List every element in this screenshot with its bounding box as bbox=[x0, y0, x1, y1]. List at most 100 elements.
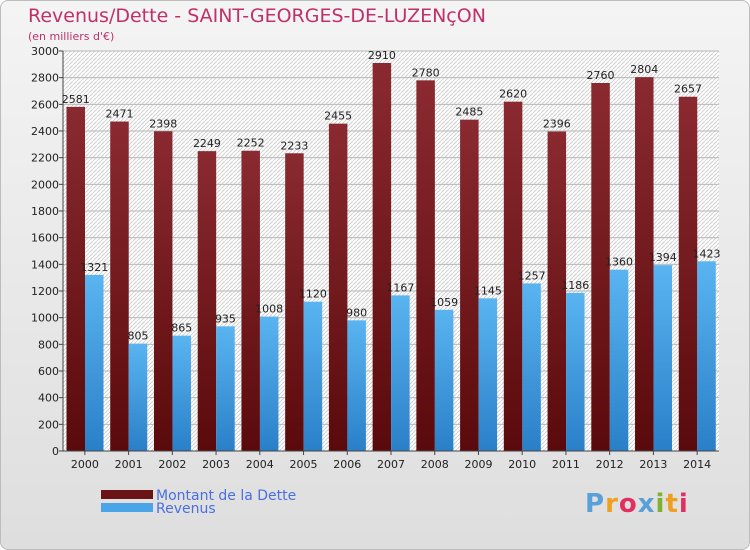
revenue-bar bbox=[434, 309, 454, 451]
revenue-bar bbox=[697, 261, 716, 451]
revenue-value-label: 805 bbox=[127, 330, 148, 343]
revenue-bar bbox=[303, 301, 323, 451]
debt-bar bbox=[241, 150, 260, 451]
x-tick-label: 2010 bbox=[508, 458, 536, 471]
legend-swatch-debt bbox=[101, 490, 153, 499]
debt-bar bbox=[110, 121, 129, 452]
logo-letter: P bbox=[585, 489, 606, 519]
x-tick-label: 2000 bbox=[71, 458, 99, 471]
revenue-value-label: 1394 bbox=[649, 251, 677, 264]
chart-subtitle: (en milliers d'€) bbox=[28, 30, 115, 43]
debt-bar bbox=[547, 131, 567, 452]
revenue-bar bbox=[216, 326, 235, 451]
revenue-bar bbox=[522, 283, 541, 451]
x-tick-label: 2008 bbox=[421, 458, 449, 471]
y-tick-label: 200 bbox=[38, 418, 59, 431]
debt-bar bbox=[503, 101, 523, 452]
y-tick-label: 3000 bbox=[31, 45, 59, 58]
y-tick-label: 0 bbox=[52, 445, 59, 458]
x-tick-label: 2005 bbox=[290, 458, 318, 471]
legend-label-revenue: Revenus bbox=[156, 501, 216, 517]
logo-letter: r bbox=[605, 489, 619, 519]
y-tick-label: 1400 bbox=[31, 258, 59, 271]
x-tick-label: 2001 bbox=[115, 458, 143, 471]
debt-bar bbox=[153, 131, 173, 451]
y-tick-label: 2600 bbox=[31, 98, 59, 111]
x-tick-label: 2014 bbox=[683, 458, 711, 471]
y-tick-label: 1600 bbox=[31, 232, 59, 245]
revenue-bar bbox=[478, 298, 498, 451]
debt-bar bbox=[372, 63, 392, 451]
legend-swatch-revenue bbox=[101, 503, 153, 512]
y-tick-label: 600 bbox=[38, 365, 59, 378]
revenue-value-label: 1360 bbox=[605, 256, 633, 269]
revenue-value-label: 935 bbox=[215, 312, 236, 325]
debt-value-label: 2471 bbox=[105, 108, 133, 121]
revenue-bar bbox=[347, 320, 366, 451]
debt-value-label: 2804 bbox=[630, 63, 658, 76]
revenue-bar bbox=[391, 295, 410, 451]
y-tick-label: 1000 bbox=[31, 312, 59, 325]
debt-value-label: 2620 bbox=[499, 88, 527, 101]
revenue-bar bbox=[566, 292, 585, 451]
x-tick-label: 2006 bbox=[333, 458, 361, 471]
debt-value-label: 2233 bbox=[280, 139, 308, 152]
proxiti-logo: Proxiti bbox=[585, 489, 689, 519]
x-tick-label: 2009 bbox=[464, 458, 492, 471]
y-tick-label: 2400 bbox=[31, 125, 59, 138]
debt-value-label: 2760 bbox=[587, 69, 615, 82]
debt-bar bbox=[416, 80, 435, 451]
revenue-value-label: 1321 bbox=[80, 261, 108, 274]
debt-bar bbox=[328, 123, 348, 452]
debt-bar bbox=[66, 106, 85, 451]
debt-value-label: 2249 bbox=[193, 137, 221, 150]
revenue-bar bbox=[259, 316, 279, 451]
debt-bar bbox=[591, 83, 610, 451]
legend-label-debt: Montant de la Dette bbox=[156, 488, 296, 504]
debt-bar bbox=[460, 119, 479, 452]
debt-value-label: 2581 bbox=[62, 93, 90, 106]
debt-value-label: 2910 bbox=[368, 49, 396, 62]
y-tick-label: 2800 bbox=[31, 72, 59, 85]
revenue-value-label: 865 bbox=[171, 322, 192, 335]
revenue-bar bbox=[85, 274, 104, 451]
revenue-value-label: 1145 bbox=[474, 284, 502, 297]
x-tick-label: 2002 bbox=[158, 458, 186, 471]
x-tick-label: 2007 bbox=[377, 458, 405, 471]
logo-letter: t bbox=[665, 489, 679, 519]
revenue-bar bbox=[609, 269, 629, 451]
debt-value-label: 2485 bbox=[455, 106, 483, 119]
revenue-value-label: 1120 bbox=[299, 288, 327, 301]
y-tick-label: 2200 bbox=[31, 152, 59, 165]
logo-letter: o bbox=[618, 489, 638, 519]
debt-bar bbox=[635, 77, 654, 451]
x-tick-label: 2011 bbox=[552, 458, 580, 471]
revenue-bar bbox=[128, 343, 148, 451]
x-tick-label: 2012 bbox=[596, 458, 624, 471]
debt-value-label: 2657 bbox=[674, 83, 702, 96]
debt-value-label: 2396 bbox=[543, 118, 571, 131]
revenue-value-label: 1059 bbox=[430, 296, 458, 309]
debt-value-label: 2780 bbox=[412, 66, 440, 79]
debt-bar bbox=[678, 96, 698, 451]
x-tick-label: 2003 bbox=[202, 458, 230, 471]
debt-value-label: 2252 bbox=[237, 137, 265, 150]
y-tick-label: 800 bbox=[38, 338, 59, 351]
chart-title: Revenus/Dette - SAINT-GEORGES-DE-LUZENçO… bbox=[28, 5, 486, 27]
y-tick-label: 1200 bbox=[31, 285, 59, 298]
logo-letter: i bbox=[655, 489, 666, 519]
y-tick-label: 1800 bbox=[31, 205, 59, 218]
debt-bar bbox=[285, 153, 304, 451]
revenue-bar bbox=[172, 335, 191, 451]
revenue-value-label: 1167 bbox=[386, 281, 414, 294]
x-tick-label: 2013 bbox=[639, 458, 667, 471]
revenue-value-label: 1257 bbox=[518, 269, 546, 282]
revenue-value-label: 980 bbox=[346, 306, 367, 319]
debt-bar bbox=[197, 151, 217, 451]
revenue-bar bbox=[653, 265, 673, 451]
revenue-value-label: 1186 bbox=[561, 279, 589, 292]
y-tick-label: 2000 bbox=[31, 178, 59, 191]
revenue-value-label: 1423 bbox=[693, 247, 721, 260]
